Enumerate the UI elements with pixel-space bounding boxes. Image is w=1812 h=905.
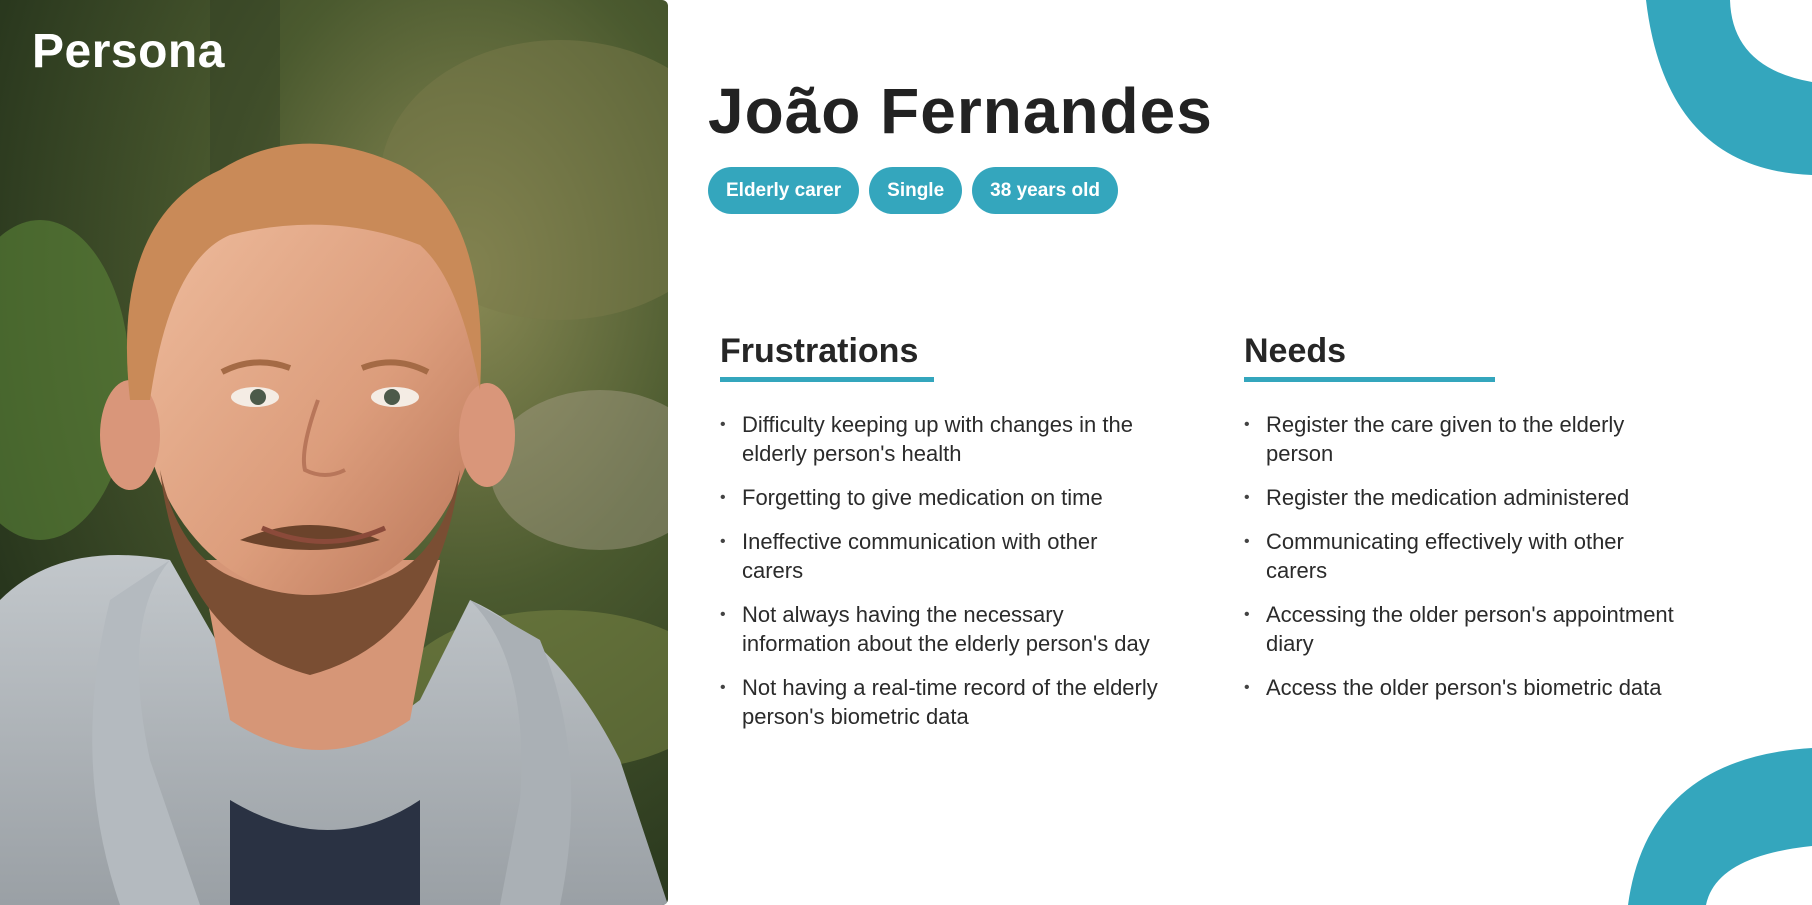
list-item: • Forgetting to give medication on time [720,483,1160,512]
list-item: • Not always having the necessary informa… [720,600,1160,658]
bullet-icon: • [1244,679,1250,696]
needs-section: Needs • Register the care given to the el… [1244,332,1684,717]
frustration-text: Difficulty keeping up with changes in th… [742,412,1133,466]
need-text: Register the care given to the elderly p… [1266,412,1625,466]
frustrations-title: Frustrations [720,332,919,370]
list-item: • Register the medication administered [1244,483,1684,512]
frustration-text: Not always having the necessary informat… [742,602,1150,656]
needs-list: • Register the care given to the elderly … [1244,410,1684,702]
portrait-illustration [0,0,668,905]
needs-title: Needs [1244,332,1347,370]
need-text: Register the medication administered [1266,485,1630,510]
frustrations-underline [720,377,934,382]
bullet-icon: • [1244,606,1250,623]
frustrations-section: Frustrations • Difficulty keeping up with… [720,332,1160,746]
decorative-arc-top [1646,0,1812,175]
frustration-text: Ineffective communication with other car… [742,529,1098,583]
need-text: Accessing the older person's appointment… [1266,602,1674,656]
bullet-icon: • [720,606,726,623]
list-item: • Accessing the older person's appointmen… [1244,600,1684,658]
list-item: • Access the older person's biometric dat… [1244,673,1684,702]
tag-role: Elderly carer [708,167,860,214]
list-item: • Register the care given to the elderly … [1244,410,1684,468]
tag-age: 38 years old [972,167,1118,214]
frustration-text: Not having a real-time record of the eld… [742,675,1158,729]
needs-underline [1244,377,1495,382]
bullet-icon: • [1244,416,1250,433]
persona-name: João Fernandes [708,75,1213,147]
bullet-icon: • [1244,489,1250,506]
list-item: • Difficulty keeping up with changes in t… [720,410,1160,468]
bullet-icon: • [720,679,726,696]
persona-tags: Elderly carer Single 38 years old [708,167,1118,214]
tag-status: Single [869,167,963,214]
bullet-icon: • [1244,533,1250,550]
bullet-icon: • [720,533,726,550]
bullet-icon: • [720,416,726,433]
list-item: • Communicating effectively with other ca… [1244,527,1684,585]
need-text: Access the older person's biometric data [1266,675,1662,700]
decorative-arc-bottom [1628,748,1812,905]
bullet-icon: • [720,489,726,506]
persona-photo: Persona [0,0,668,905]
persona-details: João Fernandes Elderly carer Single 38 y… [668,0,1812,905]
frustration-text: Forgetting to give medication on time [742,485,1103,510]
frustrations-list: • Difficulty keeping up with changes in t… [720,410,1160,731]
need-text: Communicating effectively with other car… [1266,529,1624,583]
section-label: Persona [32,25,225,78]
list-item: • Ineffective communication with other ca… [720,527,1160,585]
list-item: • Not having a real-time record of the el… [720,673,1160,731]
